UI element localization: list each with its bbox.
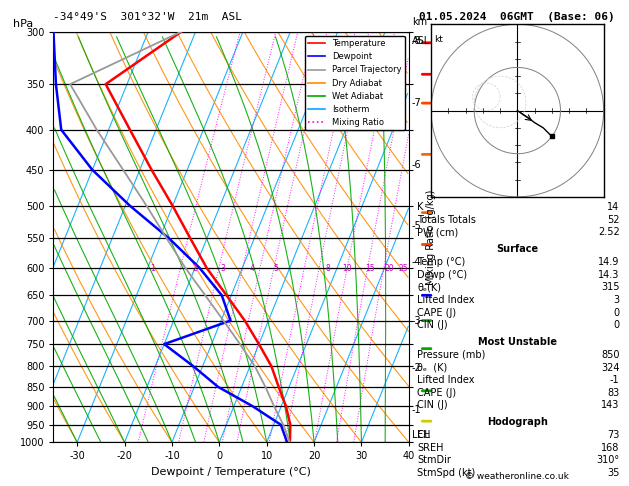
Text: 10: 10	[342, 263, 352, 273]
Text: 850: 850	[601, 350, 620, 360]
Text: Pressure (mb): Pressure (mb)	[417, 350, 486, 360]
Text: CAPE (J): CAPE (J)	[417, 388, 456, 398]
Text: 310°: 310°	[596, 455, 620, 466]
Text: Dewp (°C): Dewp (°C)	[417, 270, 467, 280]
Text: Surface: Surface	[496, 244, 538, 255]
Text: SREH: SREH	[417, 443, 443, 453]
Text: 3: 3	[613, 295, 620, 305]
Text: 0: 0	[613, 308, 620, 318]
Legend: Temperature, Dewpoint, Parcel Trajectory, Dry Adiabat, Wet Adiabat, Isotherm, Mi: Temperature, Dewpoint, Parcel Trajectory…	[305, 36, 404, 130]
Text: StmSpd (kt): StmSpd (kt)	[417, 468, 476, 478]
Text: 52: 52	[607, 215, 620, 225]
Text: 5: 5	[273, 263, 278, 273]
Text: 25: 25	[399, 263, 408, 273]
Text: 8: 8	[325, 263, 330, 273]
Text: -2: -2	[412, 363, 422, 373]
Text: 315: 315	[601, 282, 620, 293]
Text: 14: 14	[608, 202, 620, 212]
Text: LCL: LCL	[412, 430, 430, 440]
Text: -1: -1	[610, 375, 620, 385]
Text: PW (cm): PW (cm)	[417, 227, 459, 238]
Text: EH: EH	[417, 430, 430, 440]
Text: CAPE (J): CAPE (J)	[417, 308, 456, 318]
Text: CIN (J): CIN (J)	[417, 400, 448, 411]
Text: 14.3: 14.3	[598, 270, 620, 280]
Text: -6: -6	[412, 159, 421, 170]
Text: CIN (J): CIN (J)	[417, 320, 448, 330]
Text: Mixing Ratio  (g/kg): Mixing Ratio (g/kg)	[426, 189, 436, 285]
Text: StmDir: StmDir	[417, 455, 451, 466]
Text: 20: 20	[384, 263, 394, 273]
Text: 2: 2	[192, 263, 198, 273]
Text: Totals Totals: Totals Totals	[417, 215, 476, 225]
Text: 35: 35	[607, 468, 620, 478]
Text: 3: 3	[221, 263, 226, 273]
Text: 168: 168	[601, 443, 620, 453]
Text: Lifted Index: Lifted Index	[417, 375, 474, 385]
Text: -4: -4	[412, 257, 421, 267]
Text: -7: -7	[412, 98, 422, 108]
Text: Lifted Index: Lifted Index	[417, 295, 474, 305]
Text: 15: 15	[365, 263, 375, 273]
Text: 73: 73	[607, 430, 620, 440]
Text: 01.05.2024  06GMT  (Base: 06): 01.05.2024 06GMT (Base: 06)	[420, 12, 615, 22]
Text: km: km	[412, 17, 427, 27]
Text: 83: 83	[608, 388, 620, 398]
Text: 2.52: 2.52	[598, 227, 620, 238]
Text: -1: -1	[412, 405, 421, 415]
Text: ASL: ASL	[412, 36, 430, 47]
Text: θₑ(K): θₑ(K)	[417, 282, 441, 293]
Text: -8: -8	[412, 35, 421, 46]
Text: K: K	[417, 202, 423, 212]
X-axis label: Dewpoint / Temperature (°C): Dewpoint / Temperature (°C)	[151, 467, 311, 477]
Text: Temp (°C): Temp (°C)	[417, 257, 465, 267]
Text: hPa: hPa	[13, 19, 33, 29]
Text: 14.9: 14.9	[598, 257, 620, 267]
Text: 324: 324	[601, 363, 620, 373]
Text: θₑ  (K): θₑ (K)	[417, 363, 447, 373]
Text: kt: kt	[435, 35, 443, 44]
Text: 0: 0	[613, 320, 620, 330]
Text: 143: 143	[601, 400, 620, 411]
Text: Most Unstable: Most Unstable	[478, 337, 557, 347]
Text: -3: -3	[412, 315, 421, 326]
Text: 4: 4	[249, 263, 254, 273]
Text: Hodograph: Hodograph	[487, 417, 548, 428]
Text: © weatheronline.co.uk: © weatheronline.co.uk	[465, 472, 569, 481]
Text: 1: 1	[150, 263, 155, 273]
Text: -5: -5	[412, 221, 422, 231]
Text: -34°49'S  301°32'W  21m  ASL: -34°49'S 301°32'W 21m ASL	[53, 12, 242, 22]
